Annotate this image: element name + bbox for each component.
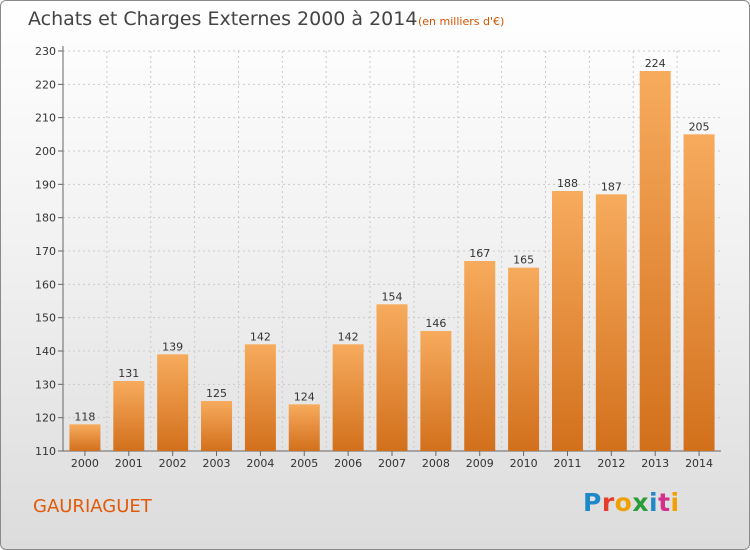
- y-tick-label: 140: [35, 345, 56, 358]
- bar-value-label: 154: [382, 290, 403, 303]
- bar-value-label: 146: [425, 317, 446, 330]
- y-tick-label: 120: [35, 412, 56, 425]
- bar-2011: [551, 191, 583, 451]
- x-tick-label: 2003: [203, 457, 231, 470]
- bar-value-label: 125: [206, 387, 227, 400]
- logo-letter: i: [649, 488, 659, 517]
- bar-value-label: 131: [118, 367, 139, 380]
- bar-value-label: 165: [513, 254, 534, 267]
- x-tick-label: 2014: [685, 457, 713, 470]
- chart-title: Achats et Charges Externes 2000 à 2014: [28, 8, 418, 30]
- grid-lines: [63, 50, 721, 452]
- y-tick-label: 150: [35, 312, 56, 325]
- logo-letter: r: [601, 488, 615, 517]
- bar-2008: [420, 331, 452, 451]
- bar-2005: [288, 404, 320, 451]
- x-tick-label: 2001: [115, 457, 143, 470]
- x-tick-label: 2013: [641, 457, 669, 470]
- x-tick-label: 2010: [510, 457, 538, 470]
- bar-2003: [201, 401, 233, 451]
- y-tick-label: 230: [35, 45, 56, 58]
- x-tick-label: 2005: [290, 457, 318, 470]
- bars: [69, 71, 715, 452]
- logo-letter: P: [583, 488, 602, 517]
- y-tick-label: 210: [35, 112, 56, 125]
- y-tick-label: 220: [35, 78, 56, 91]
- logo-letter: o: [614, 488, 633, 517]
- labels: 110 120 130 140 150 160 170 180 190 200 210 220 230 1…: [35, 45, 713, 470]
- bar-2012: [595, 194, 627, 452]
- bar-2009: [464, 261, 496, 451]
- bar-2010: [508, 267, 540, 451]
- bar-value-label: 205: [689, 120, 710, 133]
- y-tick-label: 160: [35, 278, 56, 291]
- bar-value-label: 124: [294, 390, 315, 403]
- y-tick-label: 200: [35, 145, 56, 158]
- y-tick-label: 190: [35, 178, 56, 191]
- bar-value-label: 187: [601, 180, 622, 193]
- x-tick-label: 2004: [246, 457, 274, 470]
- x-tick-label: 2002: [159, 457, 187, 470]
- bar-2000: [69, 424, 101, 451]
- x-tick-label: 2011: [553, 457, 581, 470]
- bar-2007: [376, 304, 408, 451]
- x-tick-label: 2008: [422, 457, 450, 470]
- bar-2013: [639, 71, 671, 451]
- y-tick-label: 170: [35, 245, 56, 258]
- x-tick-label: 2000: [71, 457, 99, 470]
- bar-value-label: 142: [338, 330, 359, 343]
- bar-2002: [157, 354, 189, 451]
- bar-2014: [683, 134, 715, 452]
- y-tick-label: 180: [35, 212, 56, 225]
- bar-2006: [332, 344, 364, 451]
- logo-letter: i: [670, 488, 680, 517]
- bar-value-label: 167: [469, 247, 490, 260]
- proxiti-logo: Proxiti: [583, 488, 680, 517]
- bar-value-label: 188: [557, 177, 578, 190]
- x-tick-label: 2007: [378, 457, 406, 470]
- bar-value-label: 224: [645, 57, 666, 70]
- x-tick-label: 2009: [466, 457, 494, 470]
- bar-value-label: 139: [162, 340, 183, 353]
- logo-letter: x: [632, 488, 649, 517]
- y-tick-label: 110: [35, 445, 56, 458]
- logo-letter: t: [658, 488, 671, 517]
- x-tick-label: 2012: [597, 457, 625, 470]
- x-tick-label: 2006: [334, 457, 362, 470]
- bar-value-label: 142: [250, 330, 271, 343]
- bar-2004: [244, 344, 276, 451]
- y-tick-label: 130: [35, 378, 56, 391]
- chart-unit-subtitle: (en milliers d'€): [418, 15, 505, 28]
- location-label: GAURIAGUET: [33, 496, 152, 517]
- bar-value-label: 118: [74, 410, 95, 423]
- bar-2001: [113, 381, 145, 451]
